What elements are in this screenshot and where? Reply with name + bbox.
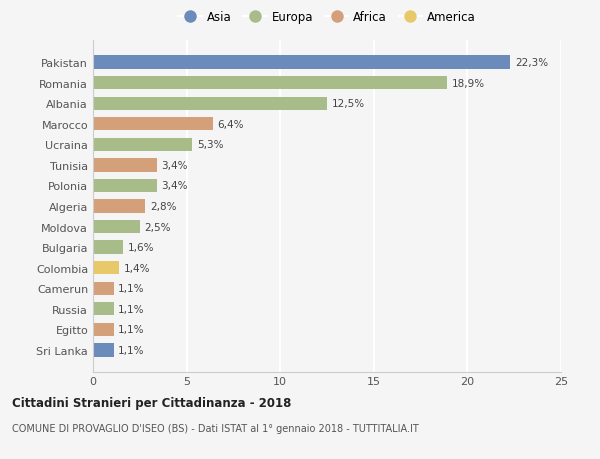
Text: 1,1%: 1,1% bbox=[118, 284, 145, 294]
Text: 1,4%: 1,4% bbox=[124, 263, 151, 273]
Text: 5,3%: 5,3% bbox=[197, 140, 223, 150]
Bar bbox=[93, 138, 192, 151]
Text: 6,4%: 6,4% bbox=[217, 119, 244, 129]
Text: 2,5%: 2,5% bbox=[145, 222, 171, 232]
Text: 1,1%: 1,1% bbox=[118, 345, 145, 355]
Text: 22,3%: 22,3% bbox=[515, 58, 548, 68]
Text: 2,8%: 2,8% bbox=[150, 202, 176, 212]
Bar bbox=[93, 179, 157, 193]
Bar bbox=[93, 302, 113, 316]
Bar bbox=[93, 323, 113, 336]
Bar bbox=[93, 241, 123, 254]
Text: Cittadini Stranieri per Cittadinanza - 2018: Cittadini Stranieri per Cittadinanza - 2… bbox=[12, 396, 292, 409]
Text: 12,5%: 12,5% bbox=[332, 99, 365, 109]
Bar bbox=[93, 220, 140, 234]
Bar bbox=[93, 97, 327, 111]
Bar bbox=[93, 343, 113, 357]
Text: 3,4%: 3,4% bbox=[161, 181, 188, 191]
Bar bbox=[93, 56, 511, 70]
Text: 1,1%: 1,1% bbox=[118, 325, 145, 335]
Bar bbox=[93, 118, 213, 131]
Bar bbox=[93, 282, 113, 295]
Bar bbox=[93, 262, 119, 275]
Bar bbox=[93, 200, 145, 213]
Text: 1,6%: 1,6% bbox=[128, 242, 154, 252]
Legend: Asia, Europa, Africa, America: Asia, Europa, Africa, America bbox=[173, 6, 481, 29]
Text: 18,9%: 18,9% bbox=[451, 78, 485, 89]
Text: 1,1%: 1,1% bbox=[118, 304, 145, 314]
Text: 3,4%: 3,4% bbox=[161, 161, 188, 171]
Bar bbox=[93, 159, 157, 172]
Text: COMUNE DI PROVAGLIO D'ISEO (BS) - Dati ISTAT al 1° gennaio 2018 - TUTTITALIA.IT: COMUNE DI PROVAGLIO D'ISEO (BS) - Dati I… bbox=[12, 424, 419, 433]
Bar bbox=[93, 77, 447, 90]
